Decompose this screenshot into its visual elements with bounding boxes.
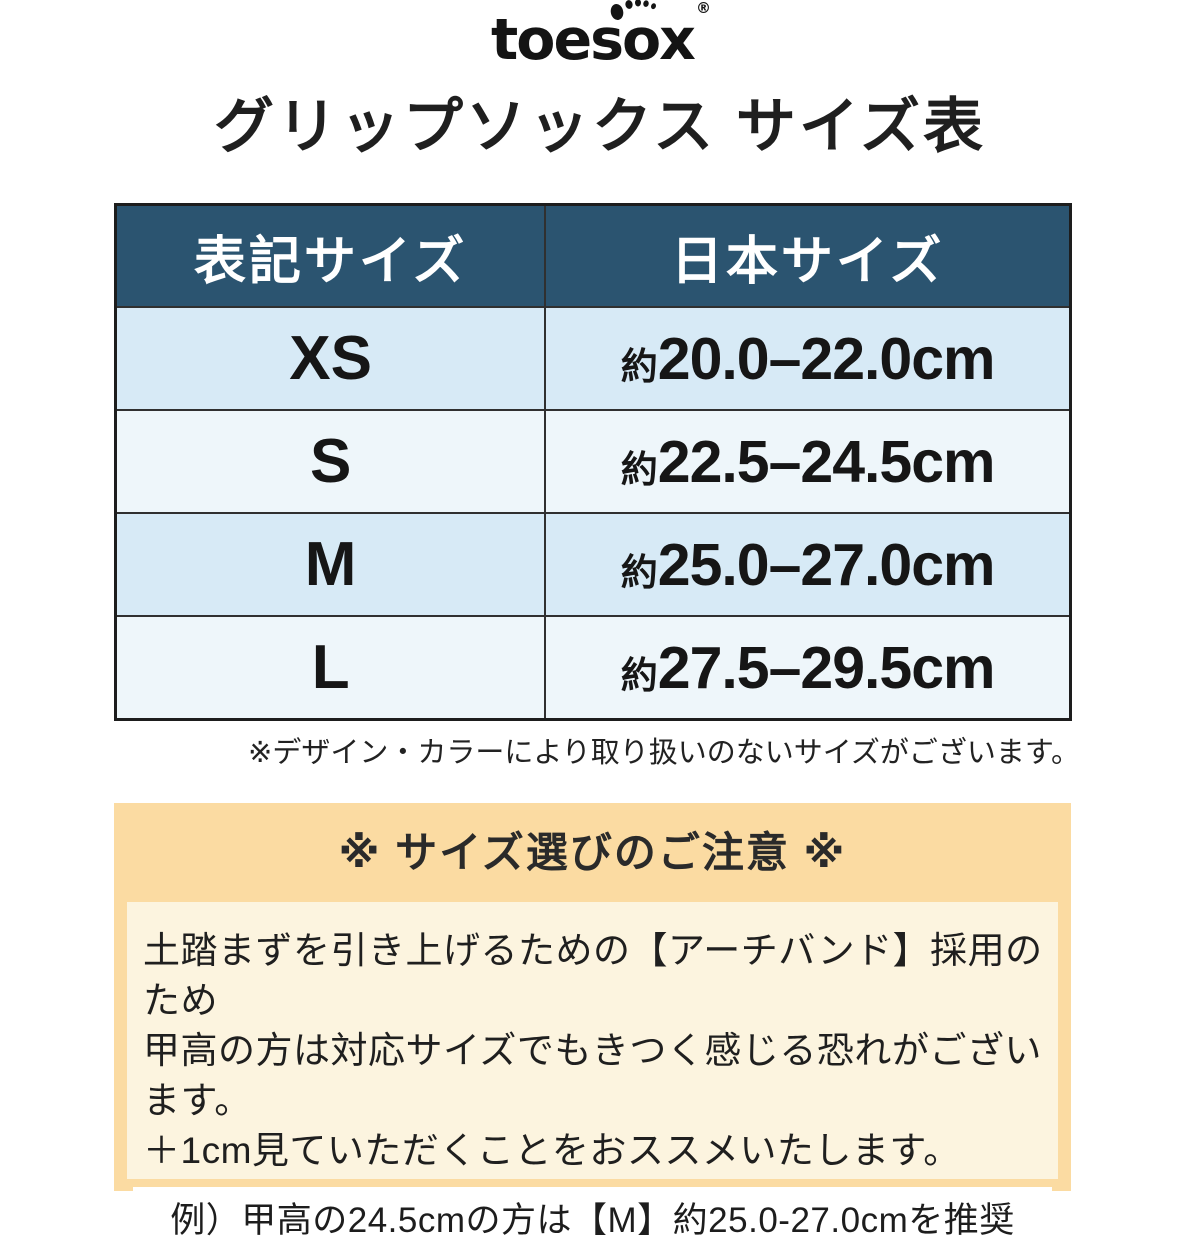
column-header-japan-size: 日本サイズ (544, 203, 1072, 308)
size-label: M (114, 512, 547, 617)
table-row: M 約25.0–27.0cm (114, 512, 1072, 617)
size-label: S (114, 409, 547, 514)
size-range: 20.0–22.0cm (657, 325, 996, 392)
japan-size-value: 約25.0–27.0cm (544, 512, 1072, 617)
size-range: 27.5–29.5cm (657, 634, 996, 701)
page-title: グリップソックス サイズ表 (213, 93, 987, 160)
notice-heading: ※ サイズ選びのご注意 ※ (338, 829, 847, 876)
japan-size-value: 約22.5–24.5cm (544, 409, 1072, 514)
notice-body-text: 土踏まずを引き上げるための【アーチバンド】採用のため 甲高の方は対応サイズでもき… (127, 902, 1058, 1176)
toesox-logo: toesox ® (491, 0, 711, 73)
japan-size-value: 約20.0–22.0cm (544, 306, 1072, 411)
column-header-label-size: 表記サイズ (114, 203, 547, 308)
availability-footnote: ※デザイン・カラーにより取り扱いのないサイズがございます。 (248, 737, 1080, 769)
notice-inner-panel: 土踏まずを引き上げるための【アーチバンド】採用のため 甲高の方は対応サイズでもき… (127, 902, 1058, 1247)
approx-prefix: 約 (620, 551, 658, 593)
japan-size-value: 約27.5–29.5cm (544, 615, 1072, 721)
size-label: XS (114, 306, 547, 411)
table-row: L 約27.5–29.5cm (114, 615, 1072, 721)
size-selection-notice-box: ※ サイズ選びのご注意 ※ 土踏まずを引き上げるための【アーチバンド】採用のため… (114, 803, 1071, 1247)
size-range: 25.0–27.0cm (657, 531, 996, 598)
table-header-row: 表記サイズ 日本サイズ (114, 203, 1072, 308)
brand-logo-area: toesox ® (0, 0, 1200, 73)
approx-prefix: 約 (620, 448, 658, 490)
logo-wordmark: toesox (491, 7, 696, 73)
notice-line: 土踏まずを引き上げるための【アーチバンド】採用のため (143, 930, 1043, 1021)
toe-prints-icon (610, 0, 656, 20)
approx-prefix: 約 (620, 345, 658, 387)
table-row: S 約22.5–24.5cm (114, 409, 1072, 514)
notice-line: ＋1cm見ていただくことをおススメいたします。 (143, 1130, 961, 1171)
table-row: XS 約20.0–22.0cm (114, 306, 1072, 411)
registered-trademark: ® (695, 0, 711, 17)
approx-prefix: 約 (620, 654, 658, 696)
notice-line: 甲高の方は対応サイズでもきつく感じる恐れがございます。 (143, 1030, 1042, 1121)
size-range: 22.5–24.5cm (657, 428, 996, 495)
sizing-example-strip: 例）甲高の24.5cmの方は【M】約25.0-27.0cmを推奨 (133, 1187, 1052, 1247)
size-label: L (114, 615, 547, 721)
size-chart-table: 表記サイズ 日本サイズ XS 約20.0–22.0cm S 約22.5–24.5… (114, 203, 1072, 721)
